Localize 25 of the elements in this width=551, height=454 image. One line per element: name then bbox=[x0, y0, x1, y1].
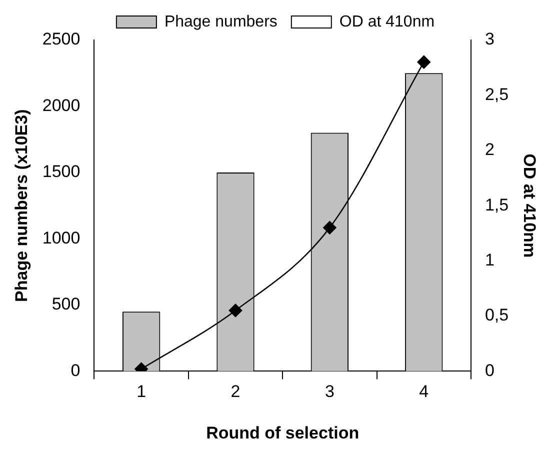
legend-label: Phage numbers bbox=[164, 13, 278, 30]
y-tick-label: 500 bbox=[52, 294, 80, 314]
y2-tick-label: 0,5 bbox=[484, 306, 509, 325]
x-tick-label: 4 bbox=[419, 382, 429, 402]
y2-tick-label: 2 bbox=[484, 140, 494, 160]
y2-tick-label: 0 bbox=[484, 360, 494, 380]
y2-tick-label: 1,5 bbox=[484, 195, 509, 214]
legend-label: OD at 410nm bbox=[339, 13, 435, 30]
point bbox=[417, 55, 431, 69]
point bbox=[228, 304, 242, 318]
y2-tick-label: 1 bbox=[484, 250, 494, 270]
x-tick-label: 3 bbox=[324, 382, 334, 402]
point bbox=[323, 221, 336, 234]
y2-tick-label: 2,5 bbox=[484, 84, 509, 104]
x-axis-title: Round of selection bbox=[206, 423, 360, 442]
y-tick-label: 1500 bbox=[42, 162, 80, 182]
y-axis-title: Phage numbers (x10E3) bbox=[12, 109, 31, 302]
y-tick-label: 2000 bbox=[42, 96, 80, 115]
y2-tick-label: 3 bbox=[484, 30, 494, 49]
y-tick-label: 0 bbox=[70, 360, 80, 380]
y-tick-label: 1000 bbox=[42, 228, 80, 248]
x-tick-label: 2 bbox=[230, 382, 240, 402]
y2-axis-title: OD at 410nm bbox=[520, 154, 540, 258]
y-tick-label: 2500 bbox=[42, 30, 80, 49]
x-tick-label: 1 bbox=[136, 382, 146, 402]
